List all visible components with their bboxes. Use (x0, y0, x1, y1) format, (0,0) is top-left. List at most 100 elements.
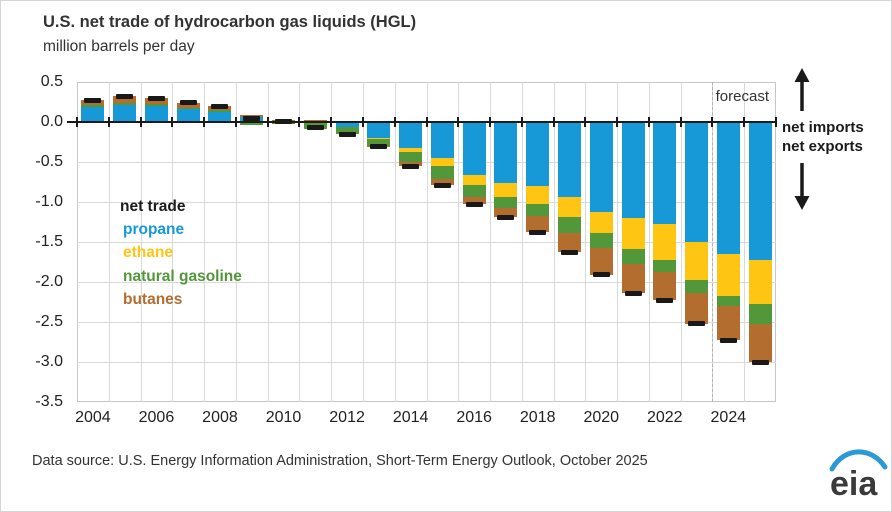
zero-axis-tick (330, 117, 333, 127)
forecast-label: forecast (715, 88, 769, 105)
bar-segment-propane-2024 (716, 122, 740, 254)
x-gridline (648, 82, 650, 402)
zero-axis-tick (171, 117, 174, 127)
net-trade-marker-2025 (751, 359, 769, 365)
net-trade-marker-2021 (624, 290, 642, 296)
bar-segment-natural-gasoline-2021 (621, 249, 645, 265)
x-gridline (108, 82, 110, 402)
x-gridline (204, 82, 206, 402)
y-tick-label: -1.5 (35, 233, 63, 250)
net-trade-marker-2017 (497, 214, 515, 220)
bar-segment-propane-2021 (621, 122, 645, 218)
bar-segment-ethane-2020 (589, 212, 613, 234)
y-tick-label: 0.5 (40, 73, 63, 90)
x-gridline (426, 82, 428, 402)
zero-axis-tick (361, 117, 364, 127)
legend-item-ethane: ethane (123, 244, 173, 262)
x-tick-label: 2018 (519, 409, 556, 426)
bar-segment-natural-gasoline-2023 (685, 280, 709, 294)
x-tick-label: 2014 (392, 409, 429, 426)
zero-axis-tick (425, 117, 428, 127)
net-trade-marker-2007 (179, 100, 197, 106)
y-tick-label: -1.0 (35, 193, 63, 210)
bar-segment-butanes-2018 (526, 216, 550, 233)
net-trade-marker-2011 (306, 125, 324, 131)
bar-segment-natural-gasoline-2006 (144, 103, 168, 106)
bar-segment-natural-gasoline-2004 (81, 105, 105, 107)
y-tick-label: 0.0 (40, 113, 63, 130)
zero-axis-tick (393, 117, 396, 127)
bar-segment-natural-gasoline-2017 (494, 197, 518, 209)
net-imports-arrow-up-icon (794, 68, 810, 111)
x-tick-label: 2006 (138, 409, 175, 426)
legend-item-propane: propane (123, 221, 185, 239)
eia-logo: eia (825, 441, 891, 503)
net-trade-marker-2004 (84, 97, 102, 103)
bar-segment-ethane-2014 (399, 147, 423, 153)
x-gridline (458, 82, 460, 402)
bar-segment-natural-gasoline-2020 (589, 233, 613, 248)
net-trade-marker-2024 (719, 337, 737, 343)
zero-axis-tick (520, 117, 523, 127)
x-gridline (140, 82, 142, 402)
chart-title: U.S. net trade of hydrocarbon gas liquid… (43, 13, 417, 31)
bar-segment-ethane-2015 (430, 158, 454, 166)
bar-segment-ethane-2021 (621, 218, 645, 250)
bar-segment-butanes-2019 (557, 233, 581, 253)
zero-axis-tick (203, 117, 206, 127)
bar-segment-ethane-2023 (685, 242, 709, 281)
x-gridline (362, 82, 364, 402)
net-exports-label: net exports (782, 138, 863, 155)
bar-segment-natural-gasoline-2018 (526, 204, 550, 217)
bar-segment-butanes-2020 (589, 247, 613, 275)
x-gridline (235, 82, 237, 402)
data-source-text: Data source: U.S. Energy Information Adm… (32, 453, 648, 469)
zero-axis-tick (584, 117, 587, 127)
legend-item-butanes: butanes (123, 290, 183, 308)
x-gridline (585, 82, 587, 402)
net-trade-marker-2012 (338, 131, 356, 137)
y-tick-label: -3.5 (35, 393, 63, 410)
x-tick-label: 2012 (329, 409, 365, 426)
y-tick-label: -2.0 (35, 273, 63, 290)
x-tick-label: 2024 (710, 409, 747, 426)
bar-segment-natural-gasoline-2013 (367, 138, 391, 146)
net-trade-marker-2022 (656, 297, 674, 303)
bar-segment-natural-gasoline-2022 (653, 259, 677, 272)
zero-axis-tick (234, 117, 237, 127)
bar-segment-propane-2017 (494, 122, 518, 183)
bar-segment-propane-2007 (176, 109, 200, 122)
bar-segment-natural-gasoline-2024 (716, 295, 740, 306)
bar-segment-propane-2012 (335, 122, 359, 127)
net-trade-marker-2009 (243, 115, 261, 121)
bar-segment-natural-gasoline-2016 (462, 185, 486, 198)
x-gridline (299, 82, 301, 402)
bar-segment-natural-gasoline-2019 (557, 217, 581, 234)
bar-segment-ethane-2025 (748, 259, 772, 305)
chart-subtitle: million barrels per day (43, 38, 195, 55)
bar-segment-butanes-2022 (653, 271, 677, 301)
bar-segment-ethane-2019 (557, 197, 581, 218)
legend: net trade propane ethane natural gasolin… (120, 195, 242, 311)
net-imports-label: net imports (782, 119, 864, 136)
bar-segment-ethane-2022 (653, 224, 677, 260)
zero-axis-tick (107, 117, 110, 127)
zero-axis-tick (457, 117, 460, 127)
bar-segment-butanes-2005 (113, 96, 137, 103)
bar-segment-propane-2015 (430, 122, 454, 158)
bar-segment-propane-2018 (526, 122, 550, 186)
zero-axis-tick (616, 117, 619, 127)
bar-segment-ethane-2017 (494, 182, 518, 198)
y-tick-label: -3.0 (35, 353, 63, 370)
bar-segment-propane-2025 (748, 122, 772, 260)
net-trade-marker-2006 (147, 95, 165, 101)
net-trade-marker-2023 (688, 321, 706, 327)
net-trade-marker-2019 (560, 249, 578, 255)
net-trade-marker-2013 (370, 144, 388, 150)
legend-item-natural-gasoline: natural gasoline (123, 267, 242, 285)
bar-segment-propane-2022 (653, 122, 677, 225)
zero-axis-tick (679, 117, 682, 127)
bar-segment-natural-gasoline-2005 (113, 102, 137, 106)
